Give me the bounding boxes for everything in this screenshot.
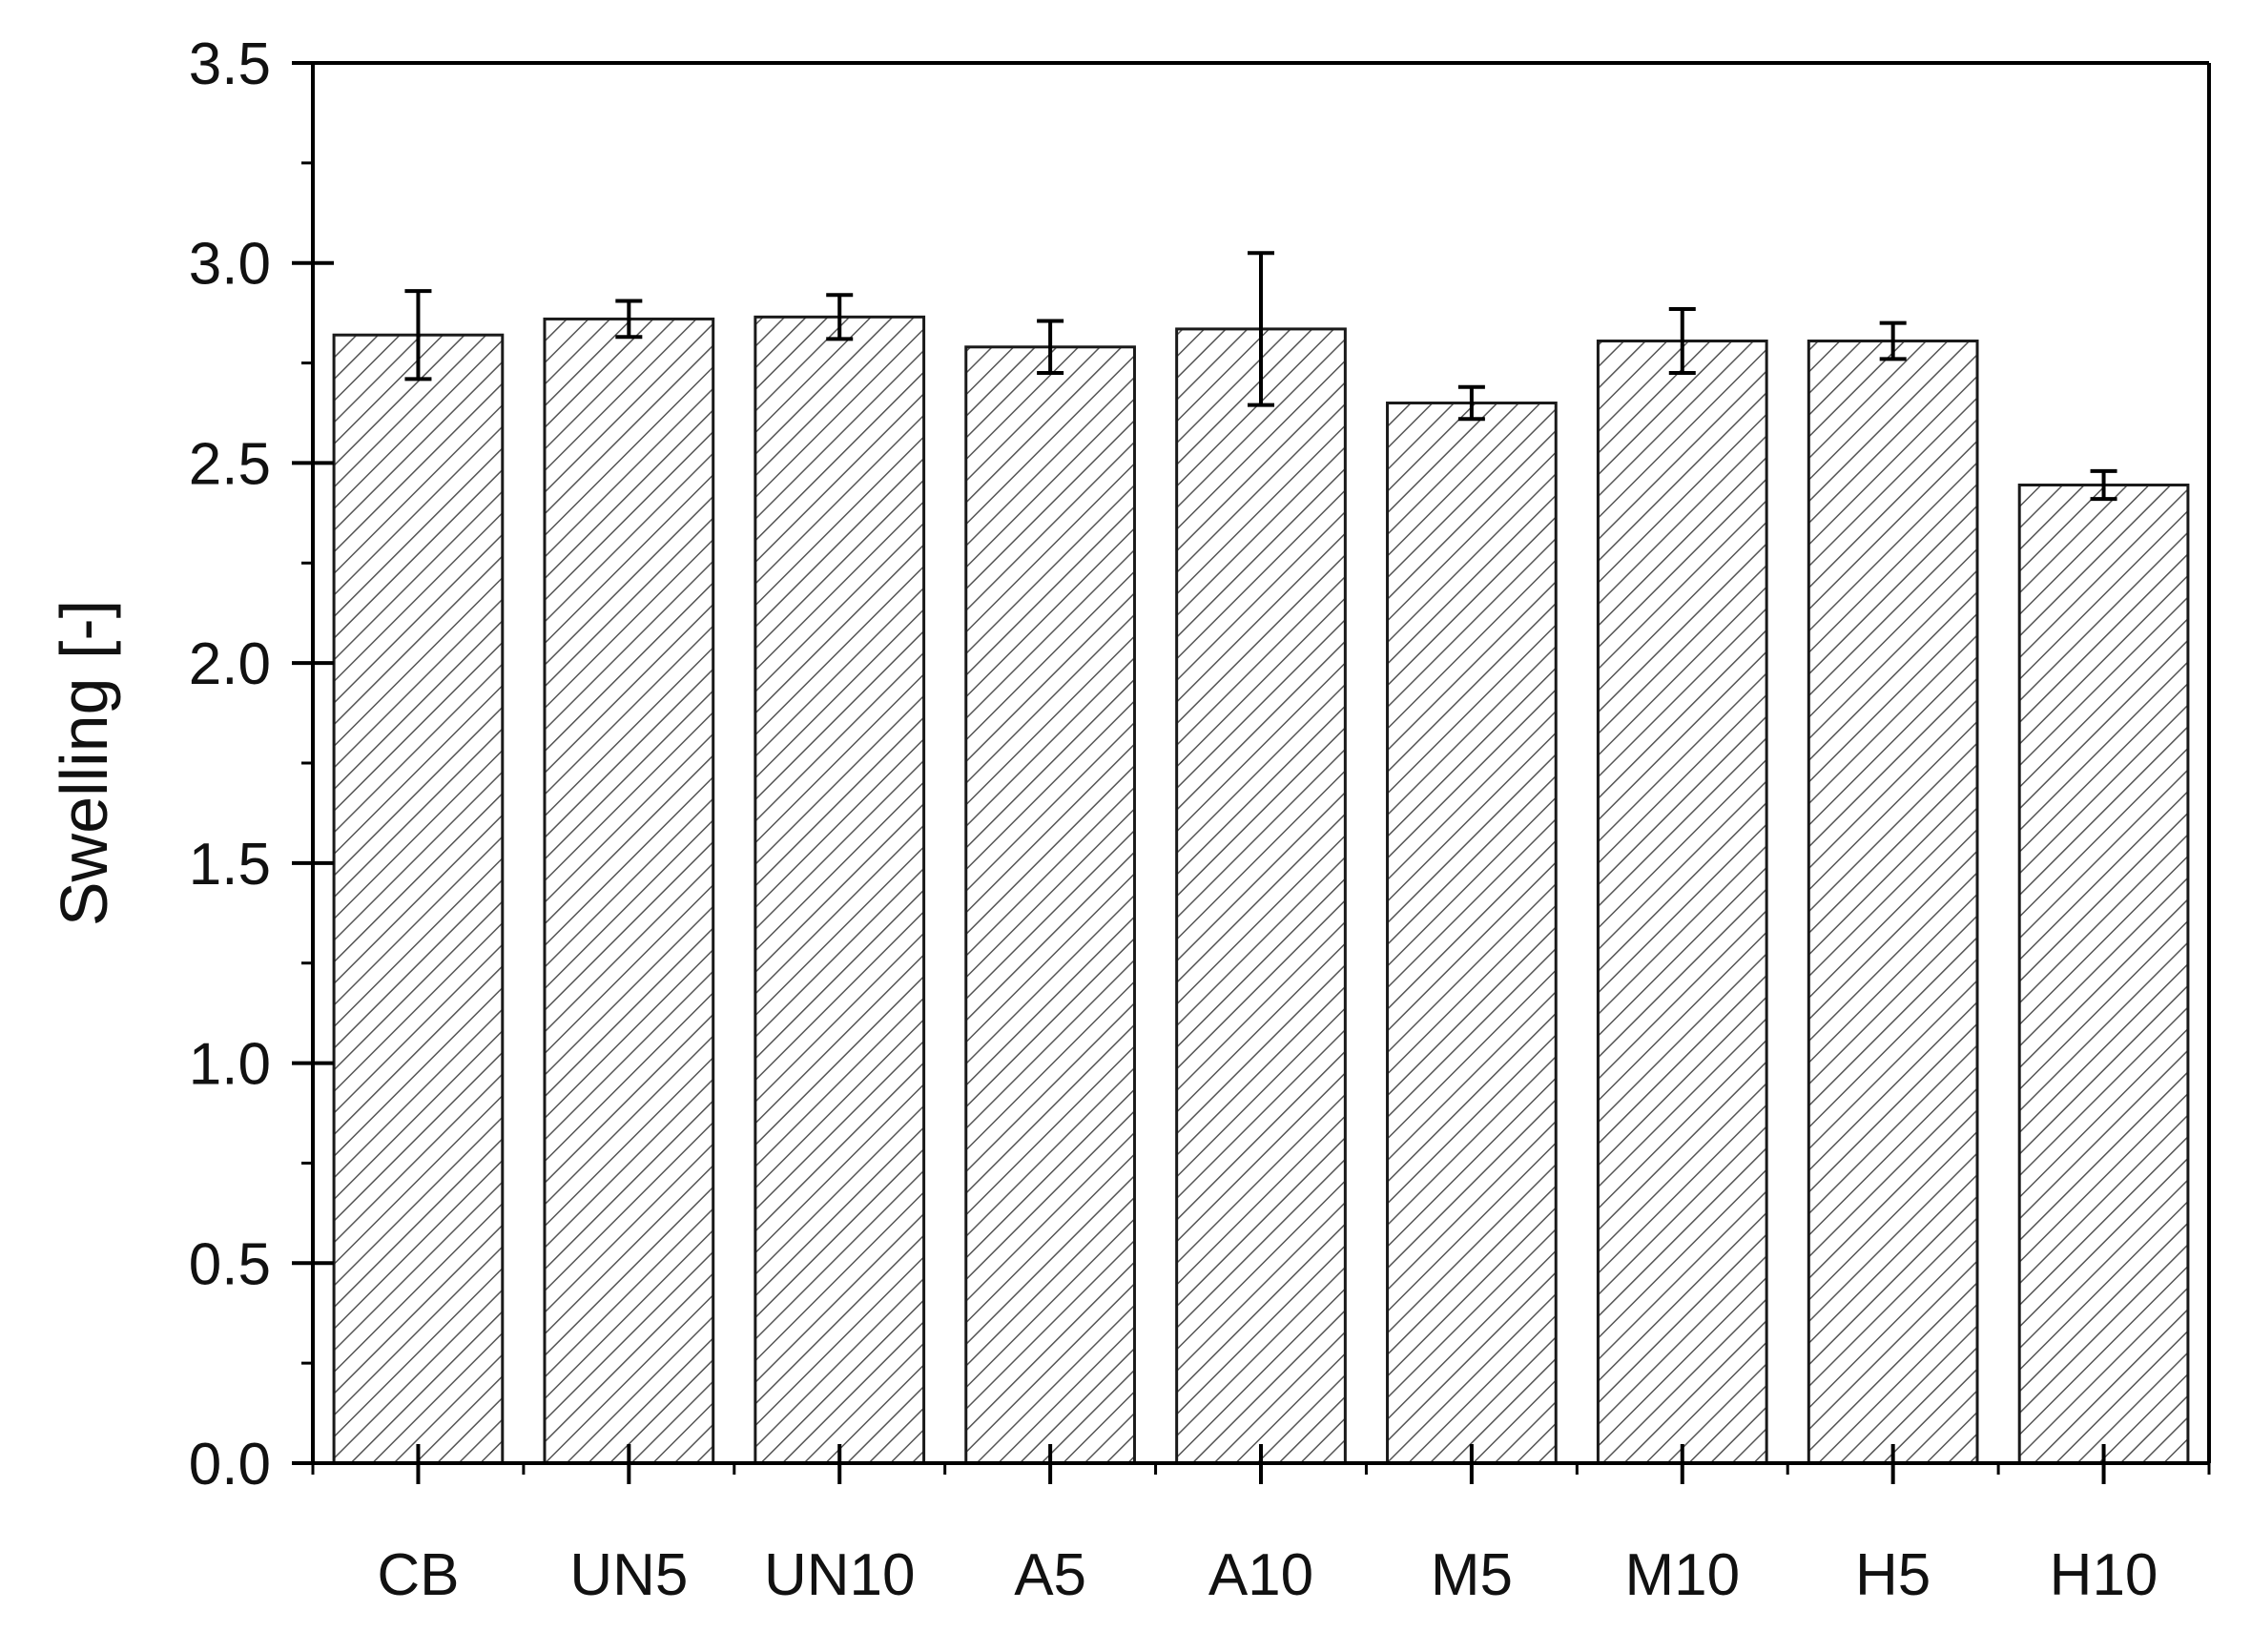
error-bar-un10 bbox=[826, 293, 854, 341]
x-tick-label-un5: UN5 bbox=[569, 1542, 688, 1608]
y-tick-label: 3.0 bbox=[189, 232, 271, 298]
error-bar-a10 bbox=[1248, 251, 1274, 407]
bar-h10 bbox=[2017, 483, 2190, 1465]
x-tick-label-h5: H5 bbox=[1855, 1542, 1931, 1608]
y-tick-label: 2.0 bbox=[189, 631, 271, 697]
x-tick-label-m5: M5 bbox=[1431, 1542, 1513, 1608]
y-tick-label: 2.5 bbox=[189, 431, 271, 497]
error-bar-h5 bbox=[1879, 320, 1907, 361]
bars-layer bbox=[332, 315, 2190, 1465]
bar-a10 bbox=[1175, 327, 1347, 1465]
bar-un10 bbox=[754, 315, 926, 1465]
y-tick-label: 0.0 bbox=[189, 1432, 271, 1497]
axes-layer bbox=[292, 61, 2211, 1484]
bar-a5 bbox=[964, 345, 1136, 1465]
x-tick-label-cb: CB bbox=[377, 1542, 459, 1608]
bar-m5 bbox=[1386, 402, 1558, 1465]
y-tick-label: 3.5 bbox=[189, 31, 271, 97]
bar-m10 bbox=[1596, 340, 1768, 1465]
error-bar-h10 bbox=[2090, 468, 2117, 502]
x-tick-label-a10: A10 bbox=[1208, 1542, 1313, 1608]
labels-layer: CB UN5 UN10 A5 A10 M5 M10 H5 H10 0.0 0.5 1.0 1.5 2.0 2… bbox=[47, 31, 2158, 1608]
bar-h5 bbox=[1807, 340, 1979, 1465]
error-bar-cb bbox=[404, 289, 432, 382]
y-tick-label: 1.5 bbox=[189, 832, 271, 898]
error-bar-un5 bbox=[615, 299, 643, 340]
y-tick-label: 1.0 bbox=[189, 1032, 271, 1098]
bar-un5 bbox=[543, 317, 715, 1465]
error-bar-m5 bbox=[1457, 384, 1485, 422]
error-bar-m10 bbox=[1668, 306, 1696, 376]
x-tick-label-h10: H10 bbox=[2050, 1542, 2158, 1608]
x-tick-label-un10: UN10 bbox=[764, 1542, 916, 1608]
x-tick-label-a5: A5 bbox=[1014, 1542, 1086, 1608]
error-bar-a5 bbox=[1037, 319, 1064, 376]
y-axis-title: Swelling [-] bbox=[47, 600, 121, 926]
x-tick-label-m10: M10 bbox=[1624, 1542, 1740, 1608]
bar-cb bbox=[332, 333, 505, 1465]
y-tick-label: 0.5 bbox=[189, 1231, 271, 1297]
error-bars-layer bbox=[404, 251, 2117, 502]
